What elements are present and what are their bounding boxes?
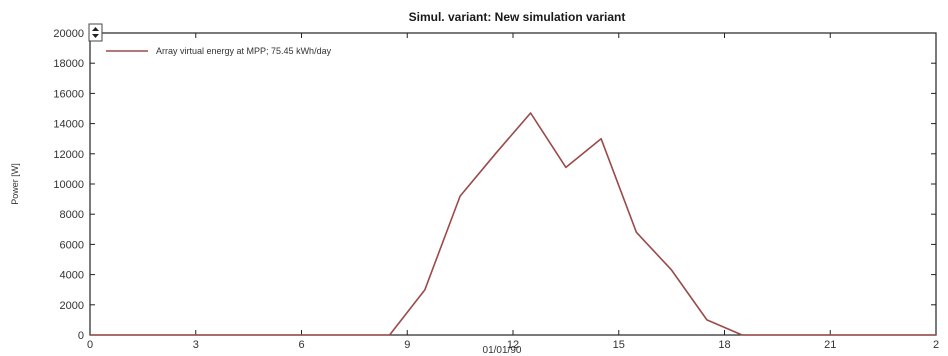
scroll-widget[interactable]: [88, 23, 103, 42]
scroll-up-arrow-icon[interactable]: [92, 27, 99, 31]
x-tick-label: 0: [87, 339, 93, 351]
plot-area: [89, 32, 937, 336]
series-layer: [90, 112, 936, 336]
y-tick-label: 12000: [53, 149, 84, 161]
x-tick-label: 2: [933, 339, 939, 351]
legend: Array virtual energy at MPP; 75.45 kWh/d…: [106, 46, 332, 56]
x-tick-label: 15: [613, 339, 625, 351]
y-tick-label: 10000: [53, 179, 84, 191]
y-tick-label: 2000: [60, 300, 84, 312]
x-tick-label: 21: [824, 339, 836, 351]
x-axis: 0 3 6 9 12 15 18 21 2: [87, 33, 939, 351]
y-tick-label: 14000: [53, 119, 84, 131]
chart-title: Simul. variant: New simulation variant: [409, 10, 626, 24]
y-axis: 0 2000 4000 6000 8000 10000 12000 14000 16000 180…: [53, 28, 936, 342]
x-axis-label: 01/01/90: [483, 345, 522, 356]
series-line: [90, 112, 936, 336]
y-tick-label: 20000: [53, 28, 84, 40]
y-tick-label: 8000: [60, 209, 84, 221]
x-tick-label: 9: [404, 339, 410, 351]
y-tick-label: 18000: [53, 58, 84, 70]
x-tick-label: 12: [507, 339, 519, 351]
plot-frame: [89, 32, 937, 336]
y-tick-label: 0: [78, 330, 84, 342]
y-axis-label: Power [W]: [10, 163, 20, 205]
y-tick-label: 6000: [60, 239, 84, 251]
legend-label: Array virtual energy at MPP; 75.45 kWh/d…: [156, 46, 332, 56]
x-tick-label: 18: [718, 339, 730, 351]
scroll-widget-frame: [88, 23, 103, 42]
y-tick-label: 16000: [53, 88, 84, 100]
x-tick-label: 3: [193, 339, 199, 351]
scroll-down-arrow-icon[interactable]: [92, 34, 99, 38]
y-tick-label: 4000: [60, 270, 84, 282]
x-tick-label: 6: [298, 339, 304, 351]
